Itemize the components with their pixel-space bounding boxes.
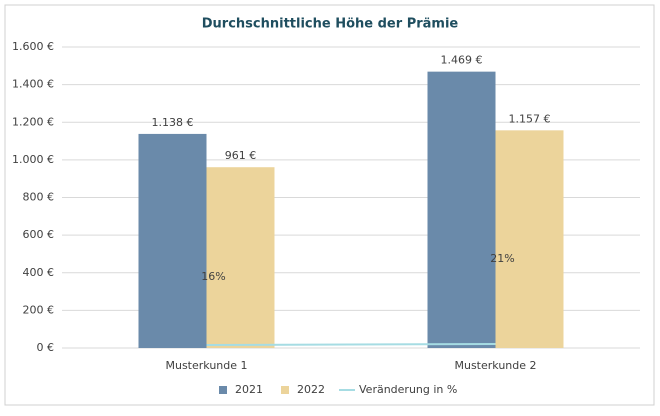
value-label: 961 € bbox=[225, 149, 257, 162]
bar bbox=[495, 130, 564, 348]
bar bbox=[206, 167, 275, 348]
y-tick-label: 1.000 € bbox=[12, 153, 54, 166]
bar bbox=[138, 133, 207, 348]
value-label: 1.157 € bbox=[509, 112, 551, 125]
chart-title: Durchschnittliche Höhe der Prämie bbox=[202, 17, 459, 32]
legend-swatch bbox=[281, 386, 289, 394]
legend-label: Veränderung in % bbox=[359, 383, 457, 396]
y-tick-label: 1.200 € bbox=[12, 115, 54, 128]
y-tick-label: 200 € bbox=[23, 303, 55, 316]
y-tick-label: 0 € bbox=[37, 341, 55, 354]
y-tick-label: 400 € bbox=[23, 266, 55, 279]
y-tick-label: 600 € bbox=[23, 228, 55, 241]
x-tick-label: Musterkunde 1 bbox=[165, 359, 247, 372]
value-label: 1.469 € bbox=[441, 54, 483, 67]
bar bbox=[427, 71, 496, 348]
line bbox=[206, 343, 496, 346]
legend-label: 2021 bbox=[235, 383, 263, 396]
y-tick-label: 800 € bbox=[23, 191, 55, 204]
line-label: 16% bbox=[201, 270, 225, 283]
value-label: 1.138 € bbox=[152, 116, 194, 129]
y-tick-label: 1.600 € bbox=[12, 40, 54, 53]
legend-label: 2022 bbox=[297, 383, 325, 396]
legend-swatch bbox=[219, 386, 227, 394]
line-label: 21% bbox=[490, 252, 514, 265]
x-tick-label: Musterkunde 2 bbox=[454, 359, 536, 372]
y-tick-label: 1.400 € bbox=[12, 78, 54, 91]
